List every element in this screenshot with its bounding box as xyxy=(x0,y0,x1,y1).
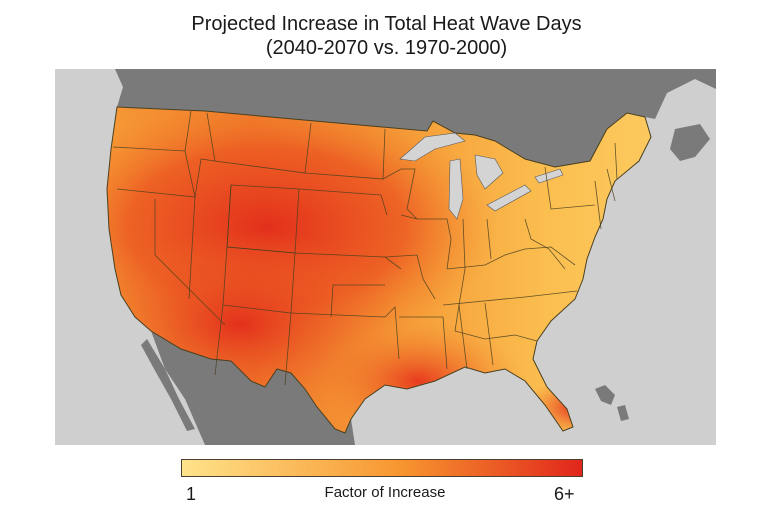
us-outline xyxy=(106,106,652,434)
state-borders xyxy=(112,110,618,386)
map-svg xyxy=(55,69,716,445)
canada-landmass xyxy=(115,69,716,167)
colorbar-max-label: 6+ xyxy=(554,484,575,504)
baja-peninsula xyxy=(141,339,195,431)
great-lakes xyxy=(399,132,564,220)
lake-michigan xyxy=(448,158,464,220)
lake-erie xyxy=(486,184,532,212)
title-line-1: Projected Increase in Total Heat Wave Da… xyxy=(191,13,582,35)
colorbar-min-label: 1 xyxy=(186,484,197,504)
colorbar-title: Factor of Increase xyxy=(324,484,446,501)
bahamas-islands xyxy=(595,385,629,421)
mexico-landmass xyxy=(151,331,355,445)
nova-scotia-landmass xyxy=(670,124,710,161)
chart-title: Projected Increase in Total Heat Wave Da… xyxy=(0,12,773,60)
lake-superior xyxy=(399,132,466,162)
lake-huron xyxy=(474,154,504,190)
heatwave-map xyxy=(55,69,716,445)
title-line-2: (2040-2070 vs. 1970-2000) xyxy=(265,37,508,59)
colorbar xyxy=(181,459,583,477)
lake-ontario xyxy=(534,168,564,184)
